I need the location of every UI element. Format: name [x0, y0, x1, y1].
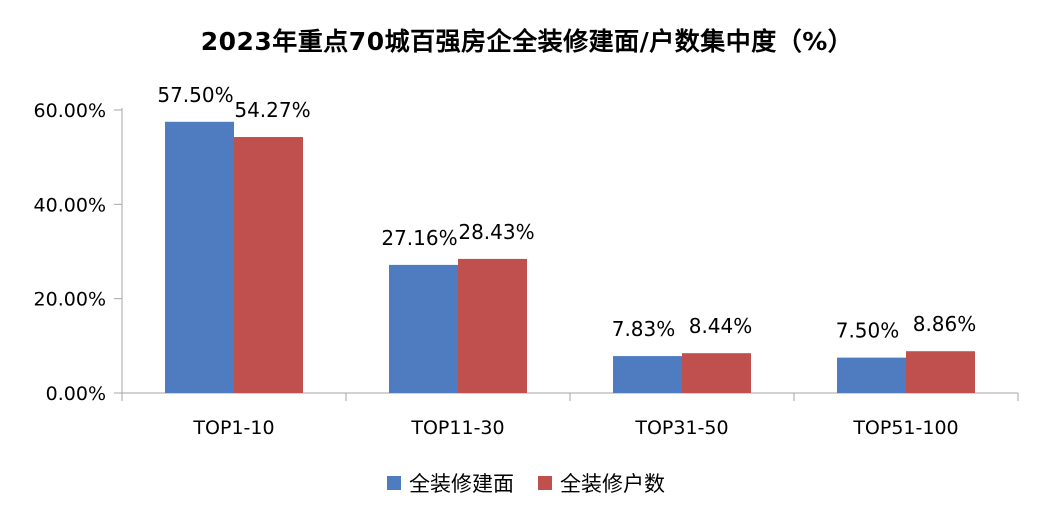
x-category-label: TOP11-30 [410, 417, 504, 439]
y-tick-label: 40.00% [34, 194, 106, 216]
bar-value-label: 8.44% [689, 314, 753, 338]
x-category-label: TOP51-100 [852, 417, 958, 439]
legend-label: 全装修建面 [409, 472, 514, 496]
bar-value-label: 28.43% [458, 220, 534, 244]
bar [389, 264, 458, 393]
y-tick-label: 20.00% [34, 289, 106, 311]
y-axis-ticks: 0.00% 20.00% 40.00% 60.00% [34, 100, 122, 405]
legend-label: 全装修户数 [560, 472, 665, 496]
chart-legend: 全装修建面 全装修户数 [387, 472, 665, 496]
x-axis-ticks: TOP1-10 TOP11-30 TOP31-50 TOP51-100 [121, 393, 1019, 439]
bar-value-label: 7.83% [612, 317, 676, 341]
bar-value-label: 7.50% [836, 319, 900, 343]
y-tick-label: 60.00% [34, 100, 106, 122]
bar-series [165, 121, 975, 394]
x-category-label: TOP31-50 [634, 417, 728, 439]
bar-value-label: 8.86% [913, 312, 977, 336]
bar [234, 137, 303, 393]
x-category-label: TOP1-10 [192, 417, 274, 439]
bar-value-label: 54.27% [234, 98, 310, 122]
bar-value-label: 57.50% [157, 83, 233, 107]
bar [613, 356, 682, 393]
bar [682, 353, 751, 393]
bar [906, 351, 975, 393]
legend-swatch [538, 476, 552, 490]
bar [837, 357, 906, 393]
y-tick-label: 0.00% [46, 383, 106, 405]
bar-value-label: 27.16% [381, 226, 457, 250]
chart-title: 2023年重点70城百强房企全装修建面/户数集中度（%） [200, 27, 854, 56]
legend-swatch [387, 476, 401, 490]
bar [165, 121, 234, 394]
data-labels: 57.50%54.27% 27.16% 28.43% 7.83% 8.44% 7.50% 8… [157, 83, 976, 343]
bar [458, 258, 527, 393]
